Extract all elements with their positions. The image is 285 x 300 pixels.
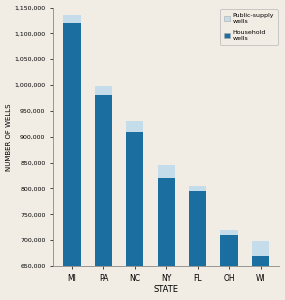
Bar [158,165,175,178]
Bar [126,132,143,300]
Bar [95,86,112,95]
Bar [158,178,175,300]
Bar [189,186,206,191]
Bar [189,191,206,300]
X-axis label: STATE: STATE [154,285,179,294]
Y-axis label: NUMBER OF WELLS: NUMBER OF WELLS [5,103,12,170]
Bar [252,241,269,256]
Bar [63,23,81,300]
Bar [126,121,143,132]
Bar [221,230,238,235]
Bar [63,15,81,23]
Bar [95,95,112,300]
Bar [221,235,238,300]
Bar [252,256,269,300]
Legend: Public-supply
wells, Household
wells: Public-supply wells, Household wells [220,9,278,45]
